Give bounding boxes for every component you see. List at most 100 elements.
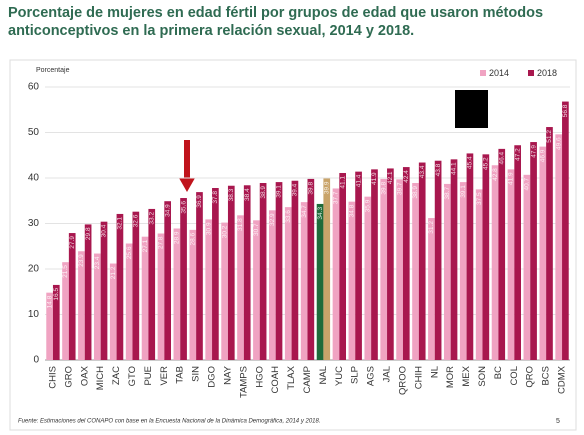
bar (46, 292, 53, 360)
value-label: 34.9 (164, 204, 171, 217)
bar (482, 154, 490, 360)
value-label: 32.1 (117, 217, 124, 230)
bar (148, 208, 156, 360)
bar (212, 188, 219, 360)
y-tick-label: 10 (28, 309, 40, 320)
x-tick-label: GTO (127, 366, 138, 386)
bar (68, 233, 76, 360)
value-label: 39.9 (323, 181, 330, 194)
value-label: 49.6 (555, 137, 562, 150)
value-label: 38.9 (260, 186, 267, 199)
x-tick-label: TAMPS (238, 366, 249, 398)
bar (78, 251, 85, 360)
value-label: 35.9 (365, 199, 372, 212)
bar (348, 201, 356, 360)
bar (498, 148, 506, 360)
value-label: 30.9 (205, 222, 212, 235)
bar (100, 221, 108, 360)
bar (307, 178, 315, 360)
bar (84, 224, 92, 360)
value-label: 30.2 (221, 225, 228, 238)
chart-title: Porcentaje de mujeres en edad fértil por… (8, 5, 544, 39)
value-label: 47.9 (530, 145, 537, 158)
bar (173, 228, 181, 360)
value-label: 38.7 (444, 187, 451, 200)
x-tick-label: GRO (63, 366, 74, 388)
x-tick-label: VER (159, 366, 170, 386)
value-label: 43.4 (419, 165, 426, 178)
x-tick-label: AGS (366, 366, 377, 386)
bar (562, 101, 569, 360)
bar (205, 219, 213, 360)
value-label: 39.4 (292, 183, 299, 196)
value-label: 23.9 (78, 254, 85, 267)
value-label: 41.9 (508, 172, 515, 185)
y-tick-label: 0 (33, 355, 39, 366)
bar (125, 243, 133, 360)
value-label: 46.4 (498, 152, 505, 165)
x-tick-label: BCS (541, 366, 552, 386)
value-label: 46.9 (540, 149, 547, 162)
bar (546, 127, 553, 360)
bar (316, 203, 324, 360)
bar (523, 174, 531, 360)
value-label: 30.4 (101, 224, 108, 237)
value-label: 27.8 (158, 236, 165, 249)
x-tick-label: OAX (79, 365, 90, 386)
value-label: 41.1 (339, 176, 346, 189)
bar (116, 213, 124, 360)
value-label: 21.2 (110, 266, 117, 279)
bar (339, 172, 346, 360)
x-tick-label: SON (477, 366, 488, 387)
x-tick-label: MOR (445, 366, 456, 388)
bar (387, 168, 394, 360)
bar (396, 179, 403, 360)
value-label: 42.4 (403, 170, 410, 183)
value-label: 36.9 (196, 195, 203, 208)
bar (418, 162, 426, 360)
bar (332, 188, 340, 360)
bar (132, 211, 140, 360)
value-label: 27.9 (69, 236, 76, 249)
bar (412, 183, 419, 360)
x-tick-label: TLAX (286, 365, 297, 389)
bar (196, 192, 203, 360)
x-tick-label: HGO (254, 366, 265, 388)
bar (221, 222, 228, 360)
x-tick-label: YUC (334, 366, 345, 386)
legend-label: 2018 (537, 68, 557, 78)
bar (514, 145, 521, 360)
panel (9, 59, 577, 431)
x-tick-label: NAL (318, 366, 329, 384)
value-label: 34.3 (317, 207, 324, 220)
x-tick-label: NL (429, 366, 440, 378)
bar (62, 262, 69, 360)
value-label: 45.2 (483, 157, 490, 170)
value-label: 39.1 (460, 185, 467, 198)
arrow (179, 140, 195, 192)
bar (450, 159, 458, 360)
bar (300, 202, 308, 360)
legend-swatch (528, 70, 534, 76)
bar (275, 182, 283, 360)
bar (364, 196, 372, 360)
legend-label: 2014 (489, 68, 509, 78)
legend-swatch (480, 70, 486, 76)
y-tick-label: 20 (28, 264, 40, 275)
title-box: Porcentaje de mujeres en edad fértil por… (8, 5, 544, 39)
value-label: 39.7 (396, 182, 403, 195)
value-label: 37.7 (333, 191, 340, 204)
bar (402, 167, 410, 360)
value-label: 47.2 (514, 148, 521, 161)
bar (259, 183, 267, 360)
value-label: 42.8 (492, 168, 499, 181)
bar (284, 207, 292, 360)
bar (466, 153, 474, 360)
x-tick-label: SLP (350, 366, 361, 384)
value-label: 51.2 (546, 130, 553, 143)
bar (227, 185, 235, 360)
bar (141, 236, 149, 360)
x-tick-label: DGO (207, 366, 218, 388)
bar (555, 134, 563, 360)
bar (491, 165, 499, 360)
